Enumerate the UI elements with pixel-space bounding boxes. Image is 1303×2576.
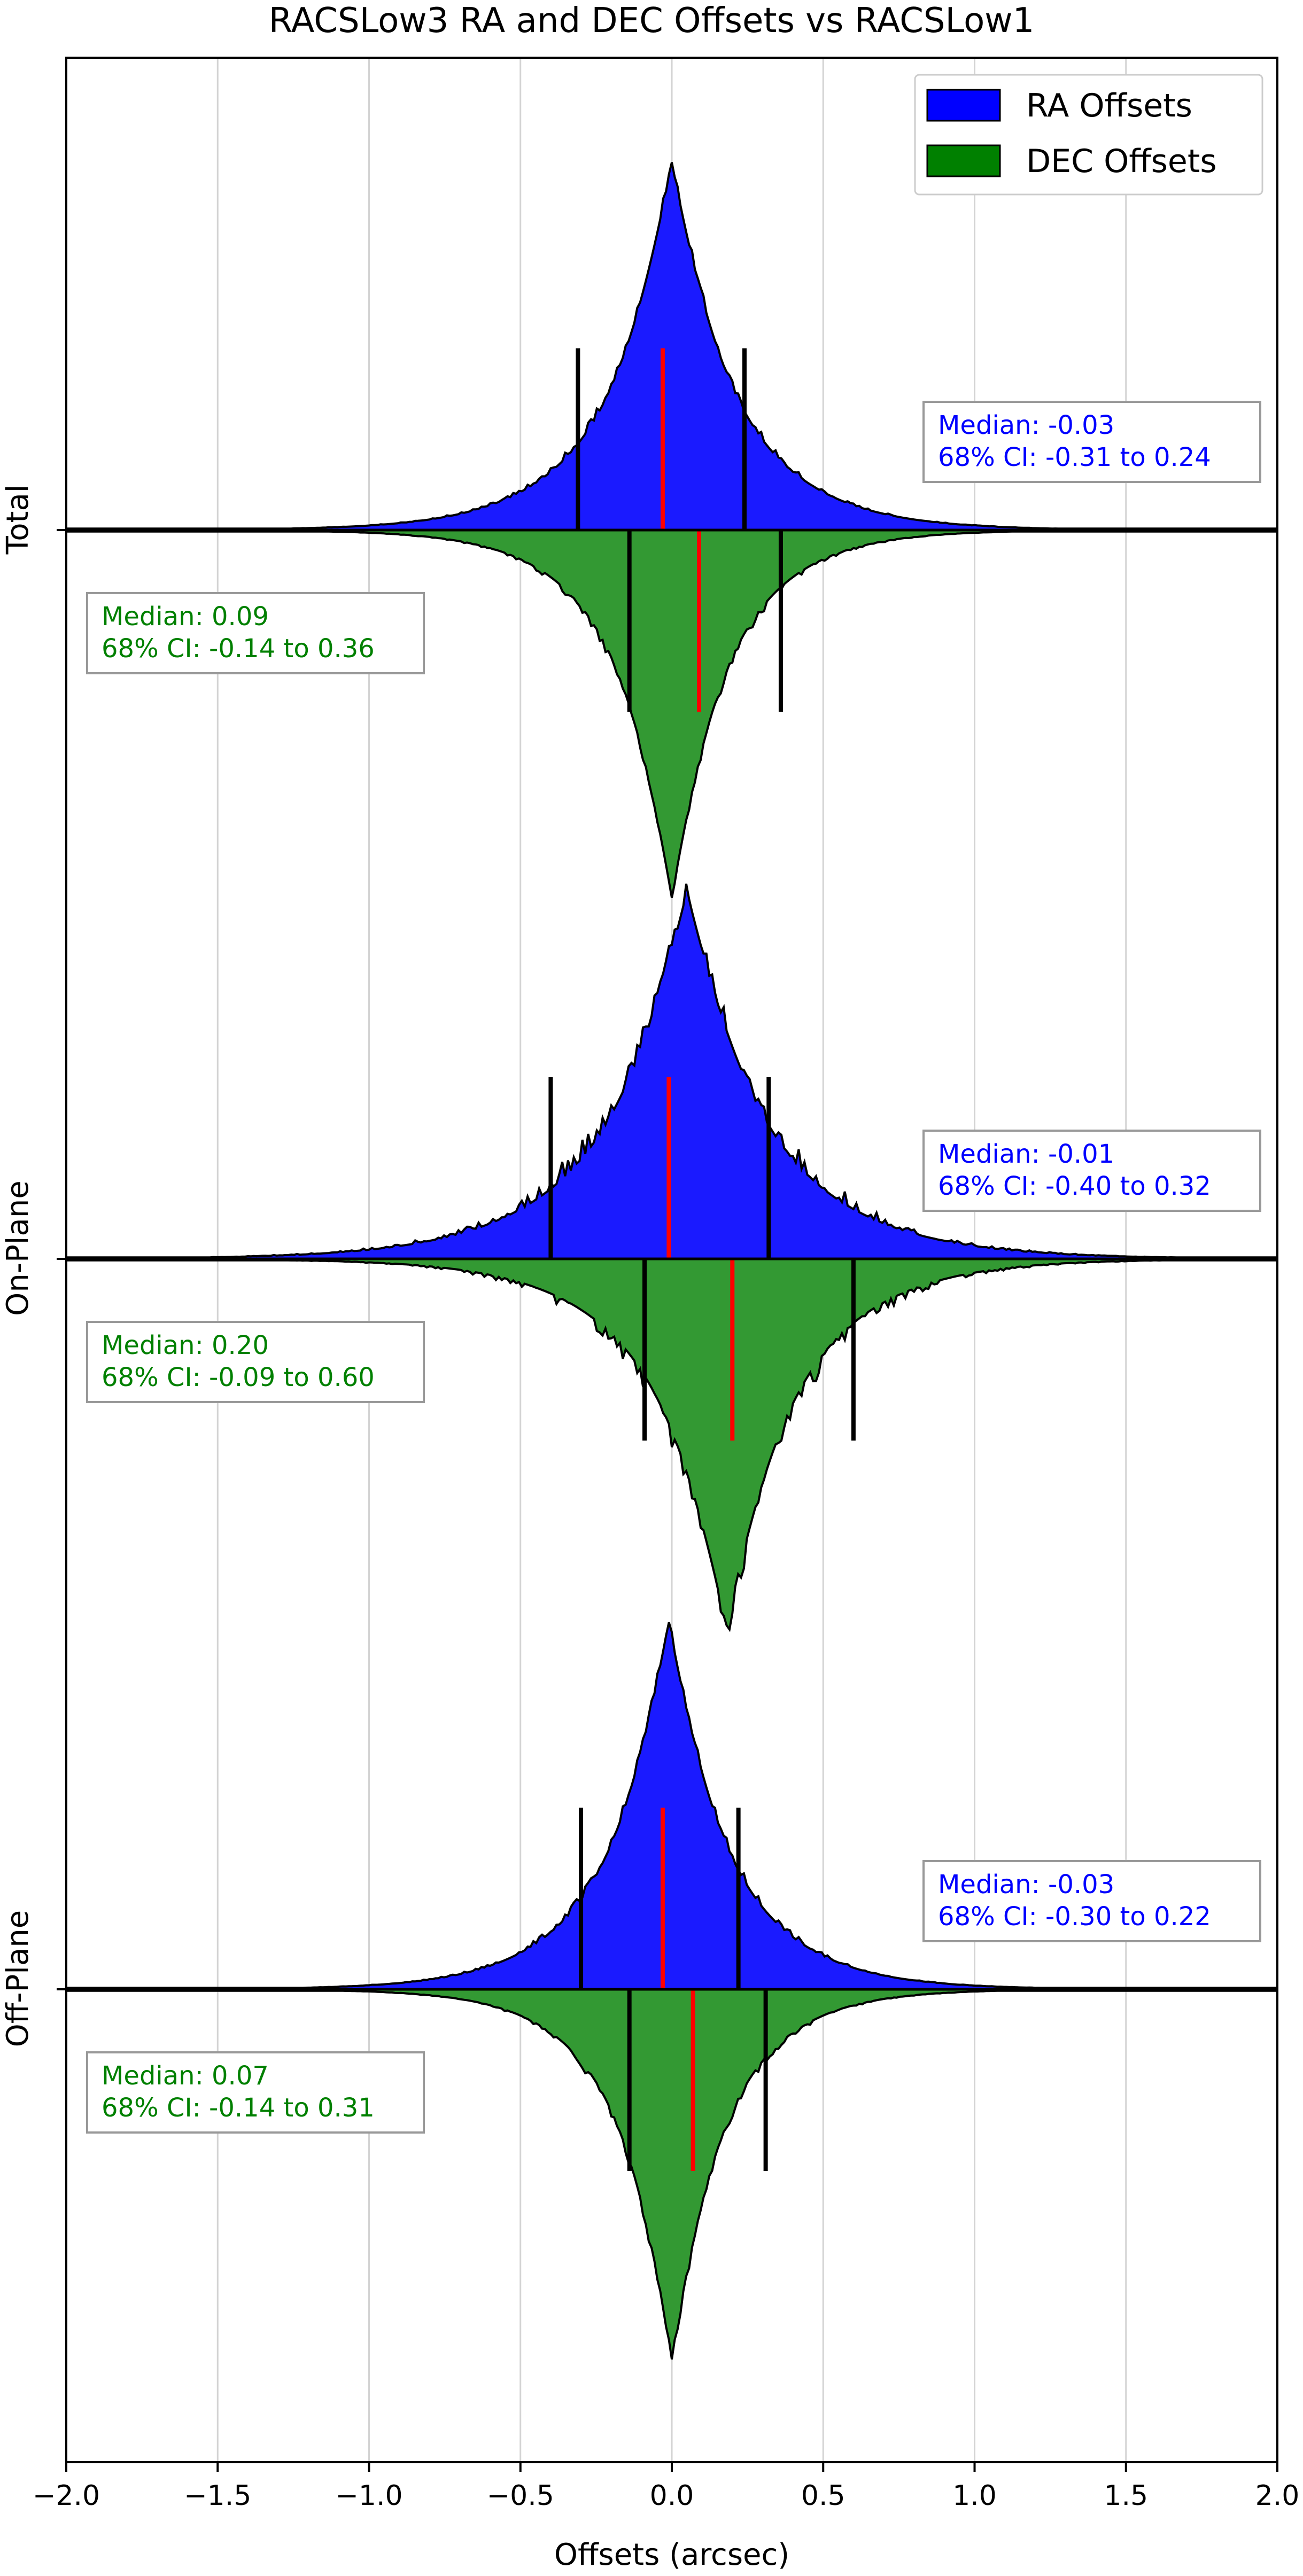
panel-label: Total [1,485,35,555]
legend: RA Offsets DEC Offsets [914,74,1263,196]
dec-ci-text: 68% CI: -0.09 to 0.60 [102,1363,375,1392]
x-tick-label: 0.0 [650,2480,694,2512]
x-tick-label: −0.5 [487,2480,554,2512]
dec-ci-text: 68% CI: -0.14 to 0.36 [102,634,375,664]
dec-distribution-area [65,529,1278,898]
legend-box [914,74,1263,196]
x-axis-label: Offsets (arcsec) [554,2538,789,2572]
ra-median-text: Median: -0.03 [938,1870,1114,1900]
ra-distribution-area [65,883,1278,1260]
ra-ci-text: 68% CI: -0.40 to 0.32 [938,1171,1211,1201]
dec-distribution-area [65,1258,1278,1632]
ra-stats-frame [922,1130,1261,1212]
x-axis-ticks: −2.0 −1.5 −1.0 −0.5 0.0 0.5 1.0 1.5 2.0 [33,2462,1299,2512]
dec-median-text: Median: 0.20 [102,1330,269,1360]
dec-stats-frame [86,2051,425,2134]
x-tick-label: −1.5 [184,2480,251,2512]
ra-median-text: Median: -0.03 [938,410,1114,440]
dec-stats-frame [86,1321,425,1403]
legend-ra-swatch [926,89,1001,122]
ra-distribution-area [65,162,1278,531]
x-tick-label: −2.0 [33,2480,100,2512]
dec-distribution-area [65,1988,1278,2360]
chart-title: RACSLow3 RA and DEC Offsets vs RACSLow1 [269,1,1035,41]
legend-dec-label: DEC Offsets [1026,143,1217,180]
x-tick-label: 0.5 [801,2480,846,2512]
x-tick-label: 2.0 [1255,2480,1300,2512]
ra-ci-text: 68% CI: -0.31 to 0.24 [938,442,1211,472]
dec-ci-text: 68% CI: -0.14 to 0.31 [102,2093,375,2123]
ra-stats-frame [922,1860,1261,1942]
ra-stats-frame [922,401,1261,483]
panel-label: On-Plane [1,1180,35,1316]
dec-median-text: Median: 0.09 [102,602,269,632]
legend-ra-label: RA Offsets [1026,87,1192,124]
ra-median-text: Median: -0.01 [938,1139,1114,1169]
x-tick-label: 1.0 [952,2480,997,2512]
dec-stats-frame [86,592,425,674]
x-tick-label: −1.0 [335,2480,402,2512]
ra-ci-text: 68% CI: -0.30 to 0.22 [938,1902,1211,1932]
panel-label: Off-Plane [1,1910,35,2047]
dec-median-text: Median: 0.07 [102,2061,269,2091]
x-tick-label: 1.5 [1104,2480,1148,2512]
dec-stats-box: Median: 0.20 68% CI: -0.09 to 0.60 [86,1321,425,1403]
legend-dec-swatch [926,144,1001,177]
ra-distribution-area [65,1622,1278,1990]
